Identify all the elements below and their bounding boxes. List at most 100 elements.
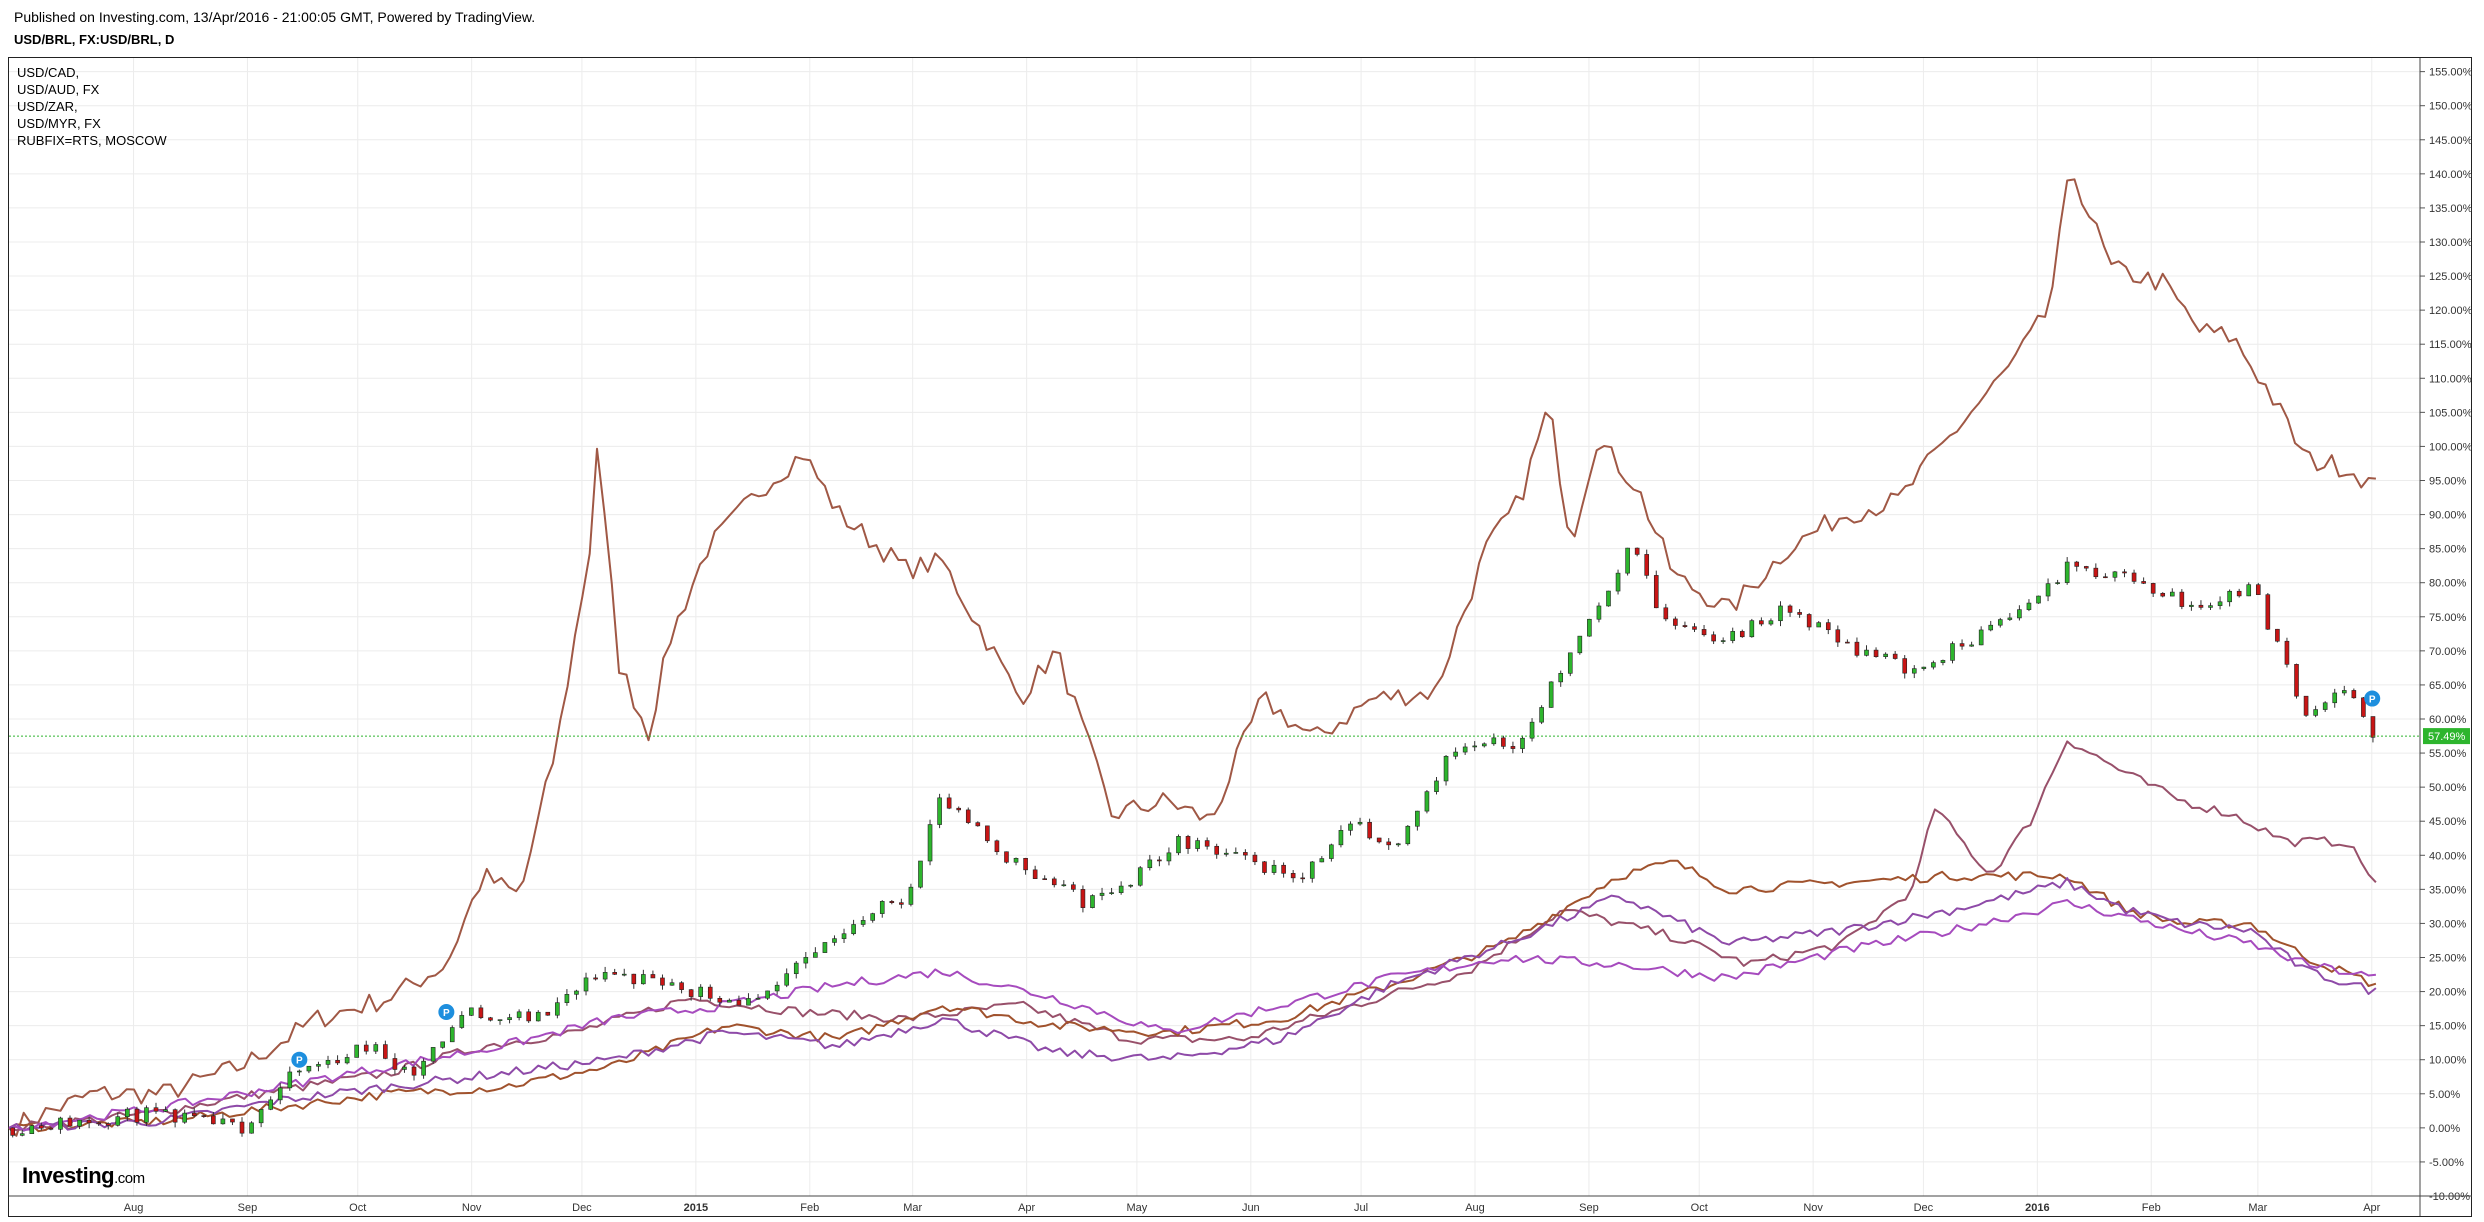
candle-body — [1759, 620, 1764, 625]
candle-body — [707, 986, 713, 999]
candle-body — [1491, 737, 1497, 745]
candle-body — [765, 990, 770, 999]
x-tick-label: Nov — [462, 1202, 482, 1214]
candle-body — [1988, 624, 1994, 631]
investing-logo[interactable]: Investing.com — [22, 1163, 145, 1189]
x-tick-label: Aug — [1465, 1202, 1485, 1214]
candle-body — [1940, 660, 1946, 663]
candle-body — [641, 974, 646, 985]
candle-body — [908, 886, 914, 905]
candle-body — [1157, 859, 1162, 862]
candle-body — [1653, 575, 1659, 609]
candle-body — [1118, 885, 1124, 893]
candle-body — [2217, 601, 2223, 606]
candle-body — [39, 1125, 44, 1129]
current-price-tag — [2423, 728, 2470, 745]
candle-body — [2055, 582, 2060, 584]
legend: USD/CAD, USD/AUD, FX USD/ZAR, USD/MYR, F… — [17, 64, 167, 149]
candle-body — [1424, 791, 1430, 812]
candle-body — [201, 1115, 207, 1117]
y-tick-label: 110.00% — [2429, 373, 2472, 385]
candle-body — [2351, 690, 2357, 699]
candle-body — [1682, 625, 1688, 627]
candle-body — [449, 1027, 455, 1043]
candle-body — [1099, 892, 1105, 896]
candle-body — [335, 1060, 340, 1064]
candle-body — [727, 999, 732, 1003]
y-tick-label: 75.00% — [2429, 612, 2467, 624]
candle-body — [1950, 643, 1955, 661]
candle-body — [1405, 825, 1411, 845]
x-tick-label: 2015 — [684, 1202, 708, 1214]
x-tick-label: Mar — [2248, 1202, 2267, 1214]
candle-body — [2064, 561, 2070, 583]
candle-body — [2189, 604, 2194, 607]
series-line-0 — [8, 178, 2376, 1137]
candle-body — [1548, 681, 1554, 708]
candle-body — [1023, 857, 1028, 871]
marker-0 — [291, 1051, 308, 1068]
candle-body — [698, 986, 703, 997]
candle-body — [1472, 745, 1478, 748]
x-tick-label: Jul — [1354, 1202, 1368, 1214]
candle-body — [822, 942, 828, 953]
candle-body — [1348, 823, 1353, 831]
candle-body — [2131, 572, 2137, 582]
candle-body — [1739, 631, 1745, 638]
candle-body — [1854, 641, 1860, 656]
candle-body — [1032, 869, 1038, 879]
candle-body — [1931, 662, 1936, 668]
y-tick-label: 85.00% — [2429, 544, 2467, 556]
candle-body — [1223, 852, 1229, 855]
candle-body — [1147, 859, 1153, 869]
x-tick-label: Jun — [1242, 1202, 1260, 1214]
chart-frame — [8, 57, 2472, 1217]
candle-body — [1501, 737, 1506, 747]
y-tick-label: -5.00% — [2429, 1157, 2464, 1169]
candle-body — [1376, 837, 1382, 843]
candle-body — [1338, 830, 1344, 846]
x-tick-label: Oct — [349, 1202, 366, 1214]
candle-body — [1558, 673, 1564, 683]
candle-body — [2160, 592, 2166, 597]
y-tick-label: 105.00% — [2429, 407, 2473, 419]
candle-body — [965, 809, 971, 823]
candle-body — [1185, 836, 1191, 849]
candle-body — [1873, 649, 1879, 657]
x-tick-label: Feb — [800, 1202, 819, 1214]
brand-name: Investing — [22, 1163, 115, 1188]
candle-body — [1195, 840, 1200, 849]
legend-entry-usd-aud: USD/AUD, FX — [17, 82, 100, 97]
candle-body — [736, 999, 742, 1006]
candle-body — [1510, 746, 1516, 749]
candle-body — [268, 1099, 273, 1110]
candle-body — [2341, 690, 2347, 694]
symbol-title: USD/BRL, FX:USD/BRL, D — [14, 32, 175, 47]
series-line-3 — [8, 877, 2377, 1132]
x-tick-label: Apr — [2363, 1202, 2380, 1214]
candle-body — [927, 824, 933, 862]
candle-body — [1520, 737, 1525, 749]
candle-body — [2026, 602, 2032, 610]
candle-body — [191, 1112, 197, 1116]
candle-body — [2265, 594, 2271, 630]
x-tick-label: Oct — [1691, 1202, 1708, 1214]
x-tick-label: Mar — [903, 1202, 922, 1214]
candle-body — [1959, 643, 1965, 647]
x-tick-label: Dec — [572, 1202, 592, 1214]
candle-body — [2208, 605, 2213, 608]
candle-body — [1749, 620, 1755, 638]
candle-body — [344, 1057, 350, 1064]
candle-body — [2074, 561, 2080, 567]
candle-body — [1271, 864, 1277, 873]
candle-body — [1128, 884, 1134, 887]
candle-body — [363, 1044, 369, 1052]
y-tick-label: 100.00% — [2429, 441, 2473, 453]
candle-body — [1663, 607, 1669, 620]
candle-body — [239, 1121, 245, 1134]
candle-body — [172, 1109, 178, 1123]
candle-body — [841, 933, 847, 939]
candle-body — [956, 807, 961, 811]
candle-body — [1367, 821, 1372, 839]
